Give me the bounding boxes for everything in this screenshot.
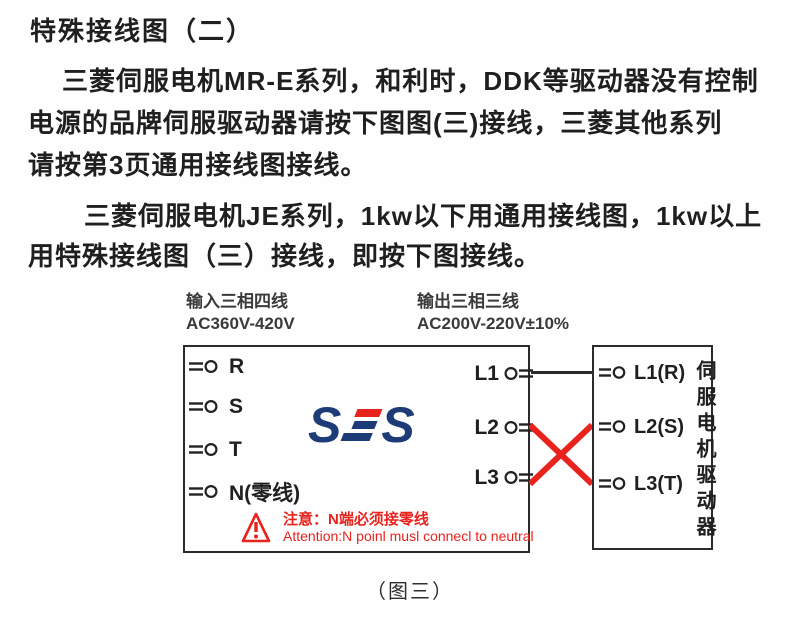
terminal-label-t: T	[229, 438, 242, 461]
output-voltage-label: AC200V-220V±10%	[417, 314, 570, 333]
terminal-icon	[189, 399, 218, 414]
terminal-row-l1: L1	[459, 362, 533, 386]
logo-e-top-bar	[354, 409, 383, 417]
terminal-icon	[189, 442, 218, 457]
paragraph-mr-e-series: 三菱伺服电机MR-E系列，和利时，DDK等驱动器没有控制 电源的品牌伺服驱动器请…	[28, 60, 773, 186]
drive-terminal-row-l3t: L3(T)	[599, 472, 683, 496]
terminal-row-n: N(零线)	[189, 480, 301, 505]
logo-e-mid-bar	[351, 421, 378, 429]
terminal-icon	[189, 484, 218, 499]
paragraph-line: 请按第3页通用接线图接线。	[28, 150, 368, 180]
terminal-row-s: S	[189, 395, 243, 419]
paragraph-line: 三菱伺服电机MR-E系列，和利时，DDK等驱动器没有控制	[62, 66, 759, 96]
terminal-label-l3: L3	[474, 466, 499, 489]
terminal-row-l2: L2	[459, 416, 533, 440]
drive-terminal-label-l2s: L2(S)	[634, 415, 684, 438]
logo-letter-s: S	[381, 397, 414, 453]
terminal-icon	[599, 420, 626, 433]
input-spec-label: 输入三相四线 AC360V-420V	[186, 291, 295, 335]
terminal-icon	[599, 477, 626, 490]
warning-text-en: Attention:N poinl musl connecl to neutra…	[283, 528, 534, 544]
logo-letter-s: S	[308, 397, 341, 453]
terminal-row-r: R	[189, 355, 244, 379]
output-spec-label: 输出三相三线 AC200V-220V±10%	[417, 291, 569, 335]
logo-e-bottom-bar	[340, 433, 374, 441]
terminal-icon	[599, 366, 626, 379]
output-phase-label: 输出三相三线	[417, 292, 519, 311]
terminal-icon	[504, 366, 533, 381]
page-title: 特殊接线图（二）	[30, 16, 255, 46]
drive-terminal-label-l1r: L1(R)	[634, 361, 686, 384]
drive-terminal-label-l3t: L3(T)	[634, 472, 683, 495]
drive-terminal-row-l1r: L1(R)	[599, 361, 685, 385]
transformer-box	[183, 345, 530, 553]
terminal-label-n: N(零线)	[229, 482, 301, 505]
drive-terminal-row-l2s: L2(S)	[599, 415, 684, 439]
paragraph-line: 电源的品牌伺服驱动器请按下图图(三)接线，三菱其他系列	[28, 108, 723, 138]
wire-l2-l3-crossed	[529, 422, 593, 487]
terminal-label-l1: L1	[474, 362, 499, 385]
paragraph-je-series: 三菱伺服电机JE系列，1kw以下用通用接线图，1kw以上 用特殊接线图（三）接线…	[28, 196, 773, 276]
terminal-row-t: T	[189, 438, 242, 462]
terminal-icon	[189, 359, 218, 374]
paragraph-line: 三菱伺服电机JE系列，1kw以下用通用接线图，1kw以上	[84, 201, 763, 231]
warning-triangle-icon	[241, 512, 271, 543]
terminal-row-l3: L3	[459, 466, 533, 490]
paragraph-line: 用特殊接线图（三）接线，即按下图接线。	[28, 241, 542, 271]
ses-logo: S S	[308, 397, 415, 453]
terminal-label-l2: L2	[474, 416, 499, 439]
servo-drive-vertical-label: 伺服电机驱动器	[693, 360, 715, 542]
figure-caption: （图三）	[366, 581, 454, 603]
servo-drive-box	[592, 345, 713, 550]
input-voltage-label: AC360V-420V	[186, 314, 295, 333]
input-phase-label: 输入三相四线	[186, 292, 288, 311]
warning-text-zh: 注意：N端必须接零线	[283, 511, 429, 528]
terminal-label-r: R	[229, 355, 245, 378]
wire-l1-straight	[531, 371, 592, 374]
logo-letter-e-bars	[340, 409, 383, 441]
terminal-label-s: S	[229, 395, 244, 418]
warning-note: 注意：N端必须接零线 Attention:N poinl musl connec…	[283, 511, 534, 544]
